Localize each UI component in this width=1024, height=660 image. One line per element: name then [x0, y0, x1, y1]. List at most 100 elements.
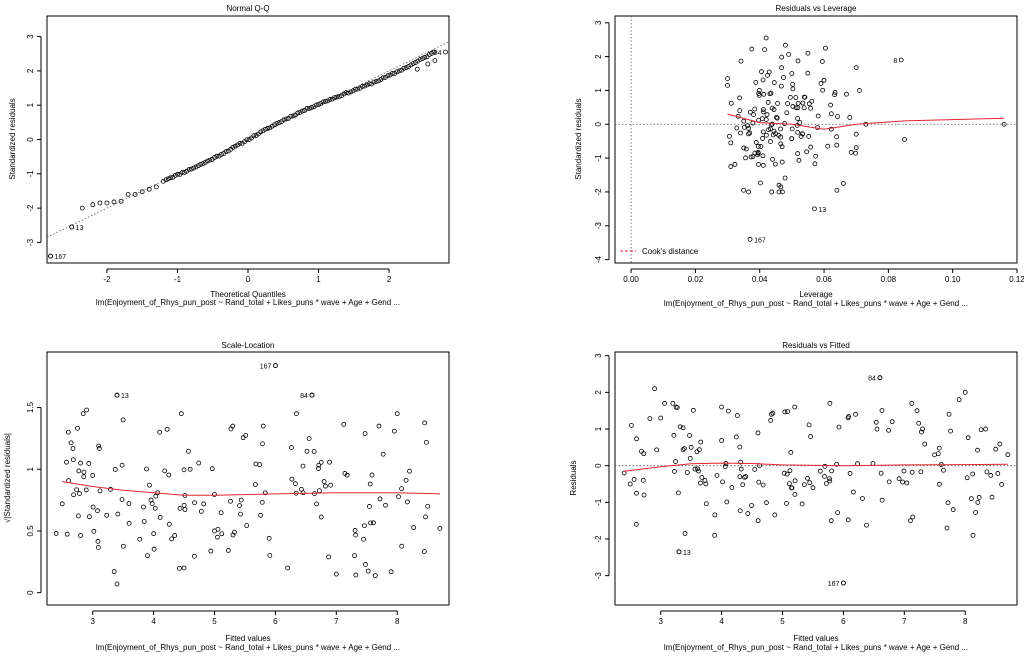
scale-location-point — [90, 473, 96, 478]
qq-point — [343, 90, 349, 96]
leverage-point — [727, 133, 732, 139]
residuals-fitted-point — [694, 449, 700, 455]
residuals-fitted-point — [672, 468, 677, 474]
scale-location-point — [111, 569, 117, 574]
residuals-fitted-point — [983, 426, 989, 432]
qq-point — [288, 113, 294, 119]
residuals-fitted-point — [835, 510, 840, 516]
scale-location-point — [361, 536, 366, 542]
residuals-fitted-point — [640, 477, 646, 483]
residuals-fitted-point — [641, 492, 647, 498]
residuals-fitted-point — [784, 471, 790, 477]
scale-location-point — [212, 492, 217, 497]
scale-location-marks: 3 4 5 6 7 8 0 0.5 1 1.5 167 13 84 — [26, 363, 443, 626]
qq-point — [118, 198, 124, 204]
residuals-fitted-point — [936, 481, 942, 487]
leverage-point — [768, 139, 773, 144]
residuals-fitted-point — [688, 444, 694, 450]
residuals-fitted-point — [647, 416, 653, 421]
qq-point — [265, 125, 271, 131]
qq-point — [283, 116, 289, 122]
scale-location-point — [59, 501, 65, 507]
scale-location-smoother — [62, 481, 440, 496]
residuals-fitted-point — [756, 479, 762, 485]
qq-point — [175, 171, 180, 177]
scale-location-point — [369, 472, 375, 478]
scale-location-y-tick-label: 0 — [26, 590, 35, 595]
scale-location-point — [151, 546, 157, 552]
leverage-point — [756, 162, 761, 167]
qq-point — [212, 155, 217, 160]
residuals-fitted-point — [702, 478, 708, 483]
scale-location-point — [96, 443, 102, 449]
leverage-point — [760, 129, 766, 135]
residuals-fitted-xlabel: Fitted values — [793, 634, 838, 643]
residuals-fitted-point — [817, 468, 823, 474]
residuals-fitted-point — [808, 434, 813, 439]
scale-location-point — [368, 520, 373, 526]
residuals-fitted-point — [962, 389, 968, 395]
residuals-fitted-marks: 3 4 5 6 7 8 -3 -2 -1 0 1 2 3 84 13 167 — [594, 353, 1017, 626]
scale-location-point — [399, 543, 405, 549]
leverage-point — [737, 108, 743, 114]
scale-location-point — [403, 477, 409, 483]
residuals-fitted-point — [984, 469, 990, 475]
qq-point — [207, 157, 213, 163]
scale-location-point — [219, 531, 225, 537]
residuals-fitted-point — [922, 441, 928, 447]
qq-point — [431, 49, 437, 55]
residuals-fitted-point — [879, 497, 885, 503]
scale-location-point — [65, 429, 71, 435]
scale-location-point — [164, 426, 170, 432]
qq-point — [297, 109, 303, 115]
qq-point — [258, 129, 264, 135]
scale-location-point — [353, 572, 359, 578]
qq-reference-line — [46, 41, 450, 238]
scale-location-point — [327, 459, 332, 465]
scale-location-point — [285, 565, 290, 571]
residuals-fitted-point — [676, 549, 682, 555]
scale-location-point — [178, 411, 184, 417]
leverage-point-label: 167 — [754, 237, 766, 244]
leverage-point — [776, 132, 782, 138]
scale-location-frame — [46, 351, 450, 606]
residuals-fitted-point — [673, 459, 678, 464]
qq-subtitle: lm(Enjoyment_of_Rhys_pun_post ~ Rand_tot… — [96, 298, 400, 307]
scale-location-point — [421, 549, 427, 554]
qq-point — [432, 58, 438, 63]
residuals-fitted-point — [836, 424, 842, 430]
scale-location-point — [353, 532, 359, 538]
leverage-point — [741, 187, 747, 193]
scale-location-point — [112, 467, 118, 472]
qq-x-tick-label: 0 — [246, 275, 251, 284]
leverage-point — [747, 109, 753, 115]
residuals-fitted-point — [690, 407, 696, 413]
scale-location-point — [120, 417, 126, 423]
scale-location-point — [314, 501, 319, 507]
leverage-point — [759, 69, 764, 75]
qq-point — [198, 161, 204, 167]
residuals-fitted-y-tick-label: 1 — [594, 426, 603, 431]
residuals-fitted-point — [681, 446, 687, 451]
qq-xlabel: Theoretical Quantiles — [210, 290, 286, 299]
scale-location-point — [119, 497, 125, 502]
residuals-fitted-point — [978, 427, 984, 433]
qq-point — [443, 49, 448, 55]
residuals-fitted-point — [687, 432, 692, 438]
qq-point — [352, 86, 358, 92]
qq-point — [417, 57, 423, 62]
scale-location-point — [316, 488, 322, 494]
qq-point — [274, 121, 280, 126]
residuals-fitted-point — [720, 479, 725, 485]
leverage-point — [741, 118, 747, 124]
residuals-fitted-point — [639, 448, 644, 454]
leverage-point — [758, 144, 764, 149]
leverage-point — [778, 184, 784, 190]
leverage-point — [780, 189, 785, 195]
scale-location-point — [273, 363, 278, 368]
qq-point — [334, 94, 340, 100]
residuals-fitted-point — [712, 532, 718, 538]
qq-point — [219, 151, 224, 157]
leverage-point — [795, 115, 801, 121]
scale-location-point — [196, 460, 202, 466]
